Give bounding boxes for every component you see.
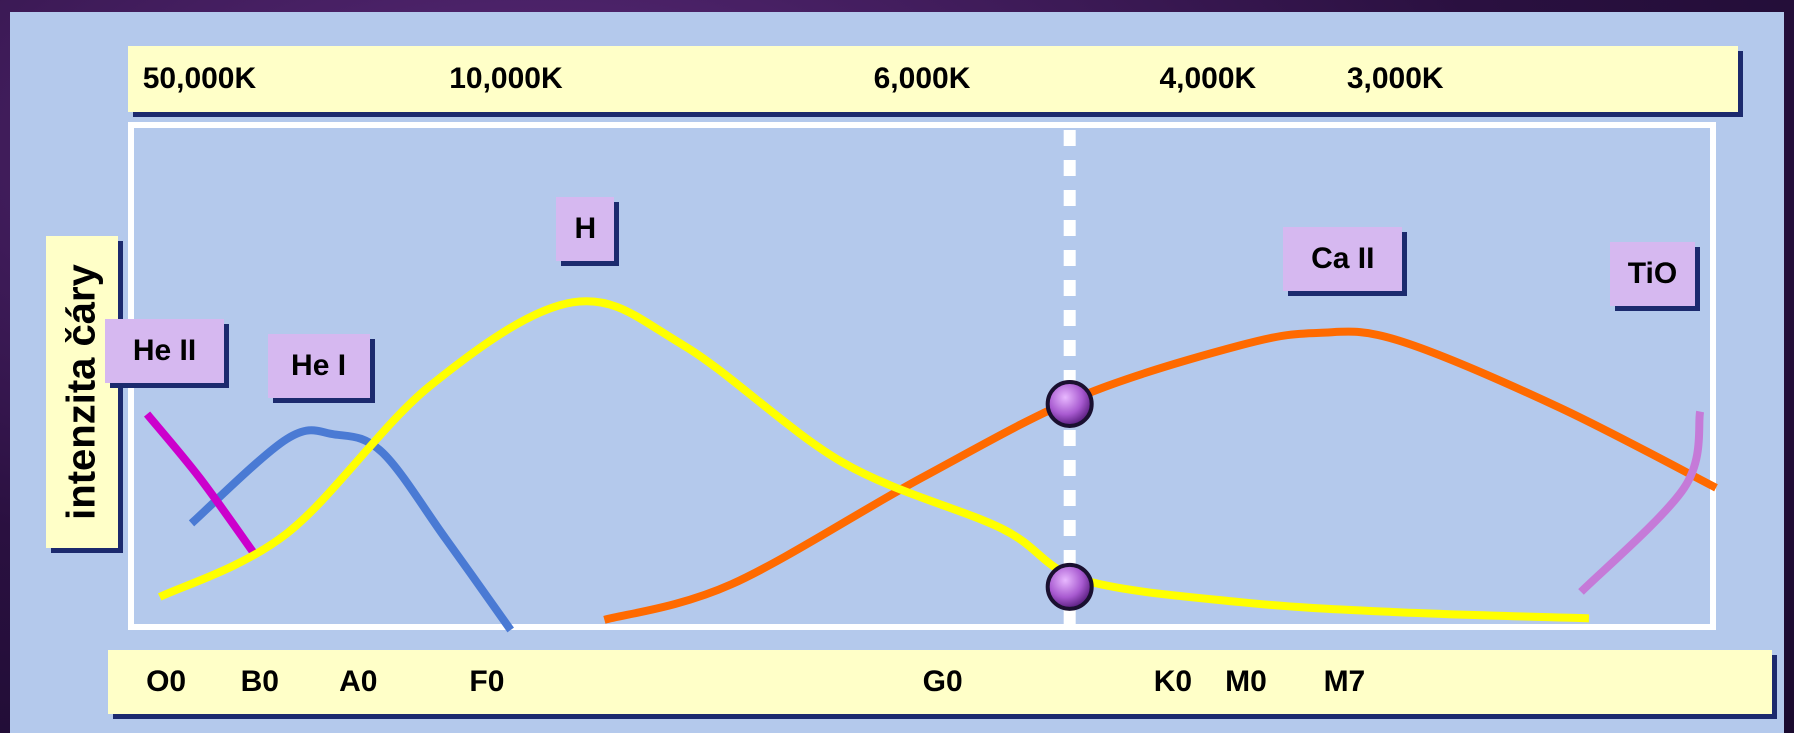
spectral-class-tick-label: B0 <box>240 665 279 698</box>
series-line-ca-ii <box>603 327 1718 624</box>
temperature-tick-label: 6,000K <box>873 62 971 95</box>
spectral-class-tick-label: M7 <box>1323 665 1366 698</box>
y-axis-label-box: intenzita čáry <box>46 236 118 548</box>
line-label-he-i: He I <box>267 333 370 398</box>
series-line-he-ii <box>143 411 259 558</box>
temperature-tick-label: 3,000K <box>1346 62 1444 95</box>
spectral-class-axis-bar: O0 B0 A0 F0 G0 K0 M0 M7 <box>108 650 1772 714</box>
series-line-he-i <box>188 426 514 633</box>
line-label-tio: TiO <box>1609 242 1695 307</box>
spectral-class-tick-label: G0 <box>922 665 963 698</box>
spectral-class-tick-label: M0 <box>1225 665 1267 698</box>
line-label-ca-ii: Ca II <box>1283 227 1403 292</box>
line-label-he-ii: He II <box>105 318 225 383</box>
intersection-marker <box>1045 379 1094 428</box>
spectral-class-tick-label: A0 <box>339 665 378 698</box>
spectral-class-tick-label: O0 <box>146 665 187 698</box>
temperature-tick-label: 10,000K <box>449 62 563 95</box>
spectral-class-tick-label: K0 <box>1153 665 1193 698</box>
spectral-class-tick-label: F0 <box>469 665 505 698</box>
temperature-axis-bar: 50,000K 10,000K 6,000K 4,000K 3,000K <box>128 46 1738 112</box>
series-line-h <box>157 297 1590 623</box>
line-label-h: H <box>556 196 615 261</box>
temperature-tick-label: 4,000K <box>1159 62 1257 95</box>
intersection-marker <box>1045 562 1094 611</box>
series-line-tio <box>1578 410 1705 595</box>
temperature-tick-label: 50,000K <box>142 62 257 95</box>
